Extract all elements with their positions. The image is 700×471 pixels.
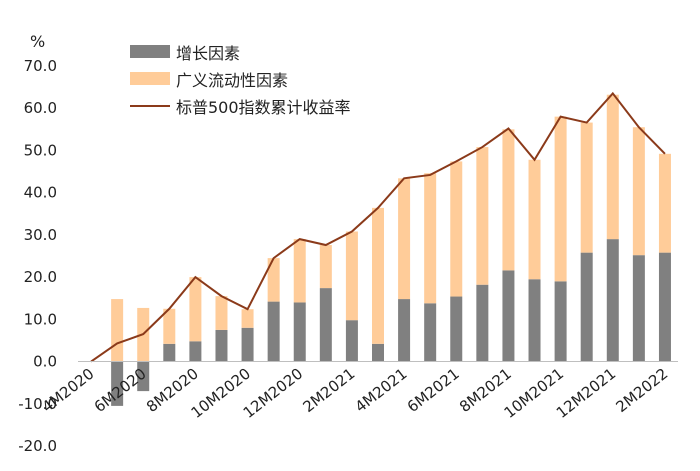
- bar-growth: [137, 361, 150, 392]
- bar-growth: [267, 301, 280, 362]
- bar-liquidity: [528, 159, 541, 280]
- legend-item-growth: 增长因素: [130, 38, 351, 65]
- bar-growth: [424, 303, 437, 362]
- bar-growth: [241, 327, 254, 362]
- legend-swatch-liquidity: [130, 72, 170, 85]
- sp500-line: [90, 91, 666, 363]
- bar-liquidity: [293, 239, 306, 303]
- bar-growth: [606, 239, 619, 362]
- bar-liquidity: [241, 309, 254, 328]
- y-unit-label: %: [30, 32, 46, 51]
- y-tick-label: 30.0: [24, 226, 57, 244]
- bar-growth: [476, 284, 489, 362]
- legend: 增长因素 广义流动性因素 标普500指数累计收益率: [130, 38, 351, 119]
- bar-growth: [554, 281, 567, 362]
- bar-liquidity: [372, 207, 384, 344]
- x-tick-label: 12M2021: [553, 365, 619, 422]
- legend-item-sp500: 标普500指数累计收益率: [130, 92, 351, 119]
- bar-liquidity: [502, 129, 515, 271]
- y-tick-label: -10.0: [18, 395, 57, 413]
- bar-growth: [189, 341, 202, 362]
- legend-label-growth: 增长因素: [176, 43, 241, 63]
- legend-label-liquidity: 广义流动性因素: [176, 70, 289, 90]
- y-tick-label: 70.0: [24, 57, 57, 75]
- bar-growth: [398, 299, 411, 362]
- legend-swatch-sp500: [130, 104, 170, 107]
- y-tick-label: 10.0: [24, 310, 57, 328]
- bar-growth: [111, 361, 124, 406]
- x-tick-label: 2M2022: [613, 365, 672, 417]
- legend-swatch-growth: [130, 45, 170, 58]
- bar-growth: [372, 343, 384, 362]
- bar-liquidity: [606, 94, 619, 240]
- bar-liquidity: [632, 127, 645, 256]
- bar-growth: [163, 343, 176, 362]
- y-tick-label: 0.0: [33, 353, 57, 371]
- bar-liquidity: [658, 153, 671, 253]
- bar-liquidity: [476, 147, 489, 285]
- bar-liquidity: [424, 173, 437, 304]
- bar-liquidity: [580, 122, 593, 253]
- bar-growth: [658, 252, 671, 362]
- legend-label-sp500: 标普500指数累计收益率: [176, 97, 351, 117]
- bar-growth: [528, 279, 541, 362]
- bar-growth: [293, 302, 306, 362]
- bar-liquidity: [111, 299, 124, 362]
- bars-layer: [111, 94, 671, 406]
- y-tick-label: 50.0: [24, 141, 57, 159]
- x-tick-label: 2M2021: [299, 365, 358, 417]
- x-tick-label: 12M2020: [240, 365, 306, 422]
- bar-liquidity: [398, 178, 411, 300]
- bar-liquidity: [450, 161, 463, 297]
- bar-liquidity: [345, 231, 358, 321]
- bar-growth: [450, 296, 463, 362]
- line-layer: [90, 91, 666, 363]
- y-tick-label: -20.0: [18, 437, 57, 455]
- y-tick-label: 20.0: [24, 268, 57, 286]
- bar-growth: [215, 329, 228, 362]
- bar-growth: [632, 255, 645, 362]
- y-tick-label: 40.0: [24, 184, 57, 202]
- x-tick-label: 6M2021: [404, 365, 463, 417]
- bar-growth: [502, 270, 515, 362]
- bar-liquidity: [215, 296, 228, 330]
- legend-item-liquidity: 广义流动性因素: [130, 65, 351, 92]
- x-tick-label: 4M2020: [39, 365, 98, 417]
- bar-liquidity: [319, 245, 332, 289]
- x-tick-label: 4M2021: [352, 365, 411, 417]
- bar-growth: [319, 288, 332, 362]
- bar-liquidity: [554, 116, 567, 282]
- bar-liquidity: [163, 308, 176, 344]
- bar-liquidity: [267, 258, 280, 302]
- bar-growth: [345, 320, 358, 362]
- y-tick-label: 60.0: [24, 99, 57, 117]
- bar-liquidity: [189, 277, 202, 342]
- bar-growth: [580, 252, 593, 362]
